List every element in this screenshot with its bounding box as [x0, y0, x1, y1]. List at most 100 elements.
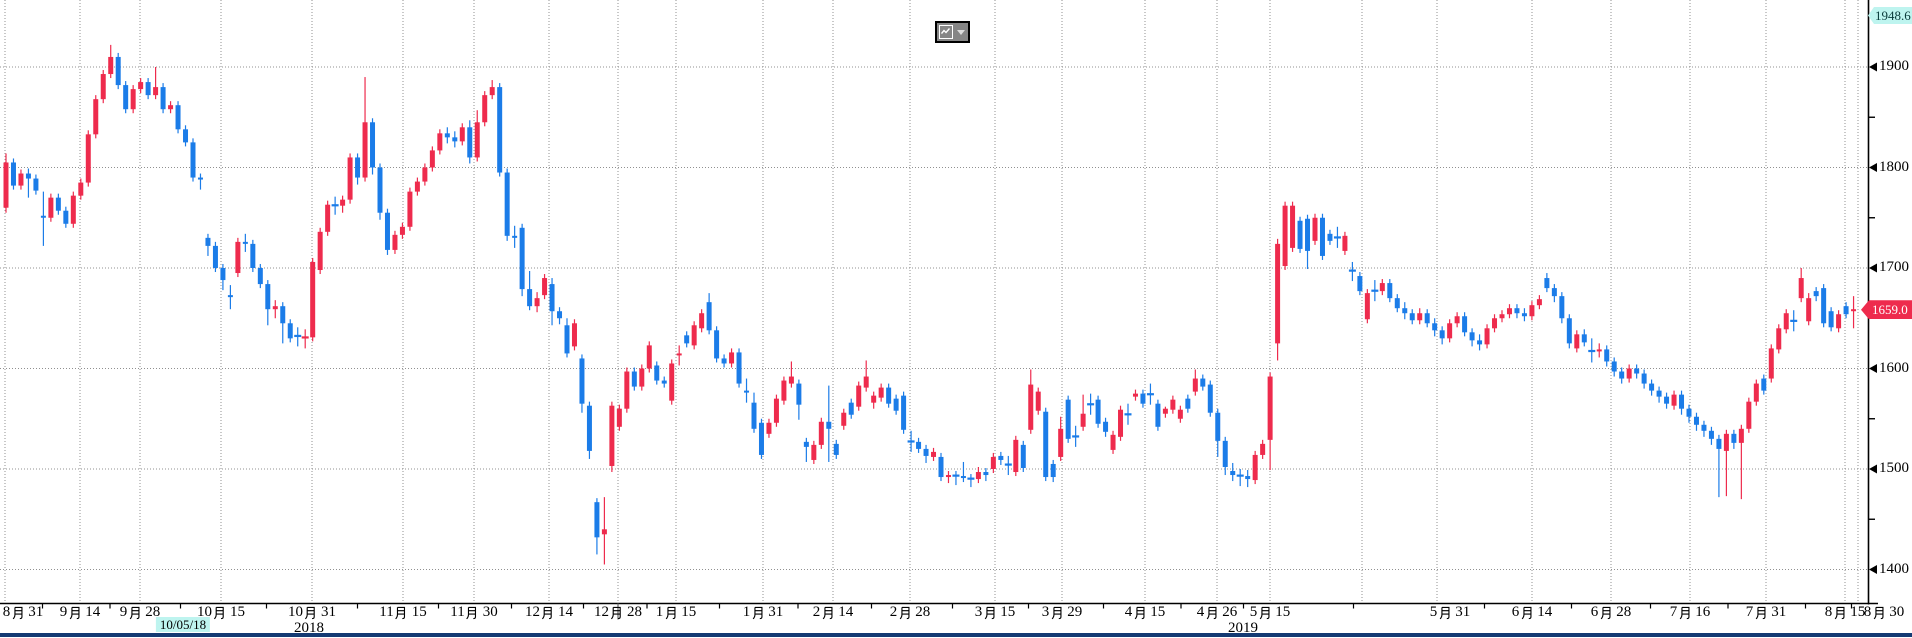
x-tick-day: 15	[411, 604, 427, 620]
candle	[153, 67, 159, 100]
candle	[654, 361, 660, 385]
y-tick-arrow	[1869, 565, 1877, 574]
y-axis-label: 1600	[1879, 359, 1909, 376]
x-tick-month: 8	[1863, 604, 1872, 620]
candle	[564, 318, 570, 358]
candle	[452, 131, 458, 148]
candle	[1731, 429, 1737, 449]
x-tick-month: 4	[1196, 604, 1205, 620]
x-tick-day: 30	[1889, 604, 1905, 620]
candle	[631, 367, 637, 391]
candle	[594, 498, 600, 555]
candle	[1716, 434, 1722, 498]
month-kanji-glyph	[1439, 606, 1450, 619]
month-kanji-glyph	[1873, 606, 1884, 619]
x-tick-month: 3	[974, 604, 983, 620]
candle	[123, 81, 129, 114]
candle	[384, 208, 390, 255]
candle	[609, 401, 615, 473]
x-tick-month: 5	[1249, 604, 1258, 620]
candle	[1551, 284, 1557, 303]
x-tick-month: 7	[1669, 604, 1678, 620]
candle	[1236, 469, 1244, 487]
candle	[1028, 369, 1034, 434]
x-tick-day: 29	[1067, 604, 1083, 620]
candle	[1851, 296, 1857, 329]
candle	[63, 206, 69, 228]
candle	[1686, 404, 1692, 423]
candle	[474, 110, 480, 162]
y-tick-arrow	[1869, 364, 1877, 373]
candle	[1417, 308, 1423, 325]
candle	[40, 191, 46, 246]
month-kanji-glyph	[1051, 606, 1062, 619]
candle	[310, 257, 316, 342]
candle	[1492, 314, 1498, 333]
candle	[1619, 367, 1625, 384]
grid-layer	[0, 0, 1868, 603]
candle	[414, 177, 420, 196]
candle	[1013, 435, 1019, 477]
x-tick-month: 9	[59, 604, 68, 620]
candle	[467, 120, 473, 164]
candle	[325, 200, 331, 236]
candle	[145, 78, 151, 100]
candle	[1671, 390, 1677, 410]
candle	[93, 95, 99, 139]
month-kanji-glyph	[610, 606, 621, 619]
candle	[10, 158, 16, 190]
candle	[130, 85, 136, 114]
candle	[1521, 308, 1527, 322]
candle	[699, 309, 705, 333]
candle	[108, 44, 114, 79]
candle	[1581, 329, 1587, 347]
x-axis-label: 2 28	[890, 605, 931, 620]
candle	[736, 348, 742, 388]
x-axis-label: 11 15	[379, 605, 426, 620]
candle	[287, 319, 293, 343]
x-tick-day: 16	[1695, 604, 1711, 620]
x-axis-label: 12 28	[594, 605, 642, 620]
candle	[542, 274, 548, 300]
candle	[729, 348, 735, 368]
candle	[250, 239, 256, 273]
x-tick-month: 11	[450, 604, 465, 620]
candle	[1484, 324, 1490, 349]
candle	[183, 125, 189, 147]
x-tick-month: 6	[1590, 604, 1599, 620]
month-kanji-glyph	[899, 606, 910, 619]
candle	[907, 430, 915, 452]
month-kanji-glyph	[1521, 606, 1532, 619]
candle	[967, 474, 975, 488]
candle	[1222, 436, 1228, 476]
candle	[512, 225, 518, 248]
candle	[661, 376, 667, 388]
candle	[773, 394, 779, 427]
x-axis-label: 11 30	[450, 605, 497, 620]
candle	[1424, 309, 1430, 328]
candle	[370, 118, 376, 175]
chart-type-button[interactable]	[935, 21, 970, 43]
y-axis-label: 1900	[1879, 58, 1909, 74]
candle	[1162, 406, 1168, 418]
candle	[1348, 261, 1356, 282]
x-axis-label: 7 16	[1670, 605, 1711, 620]
x-axis-label: 1 15	[656, 605, 697, 620]
candle	[706, 293, 712, 335]
candle	[871, 391, 877, 409]
candle	[1611, 357, 1617, 377]
candle	[848, 398, 854, 419]
candle	[242, 233, 248, 252]
candle	[1604, 345, 1610, 367]
candle	[220, 263, 226, 291]
x-axis-label: 6 14	[1512, 605, 1553, 620]
candle	[444, 127, 450, 144]
month-kanji-glyph	[1206, 606, 1217, 619]
candle	[960, 461, 966, 483]
x-tick-day: 31	[1455, 604, 1471, 620]
x-axis-label: 3 29	[1042, 605, 1083, 620]
candle	[1230, 462, 1236, 482]
candle	[856, 381, 862, 411]
